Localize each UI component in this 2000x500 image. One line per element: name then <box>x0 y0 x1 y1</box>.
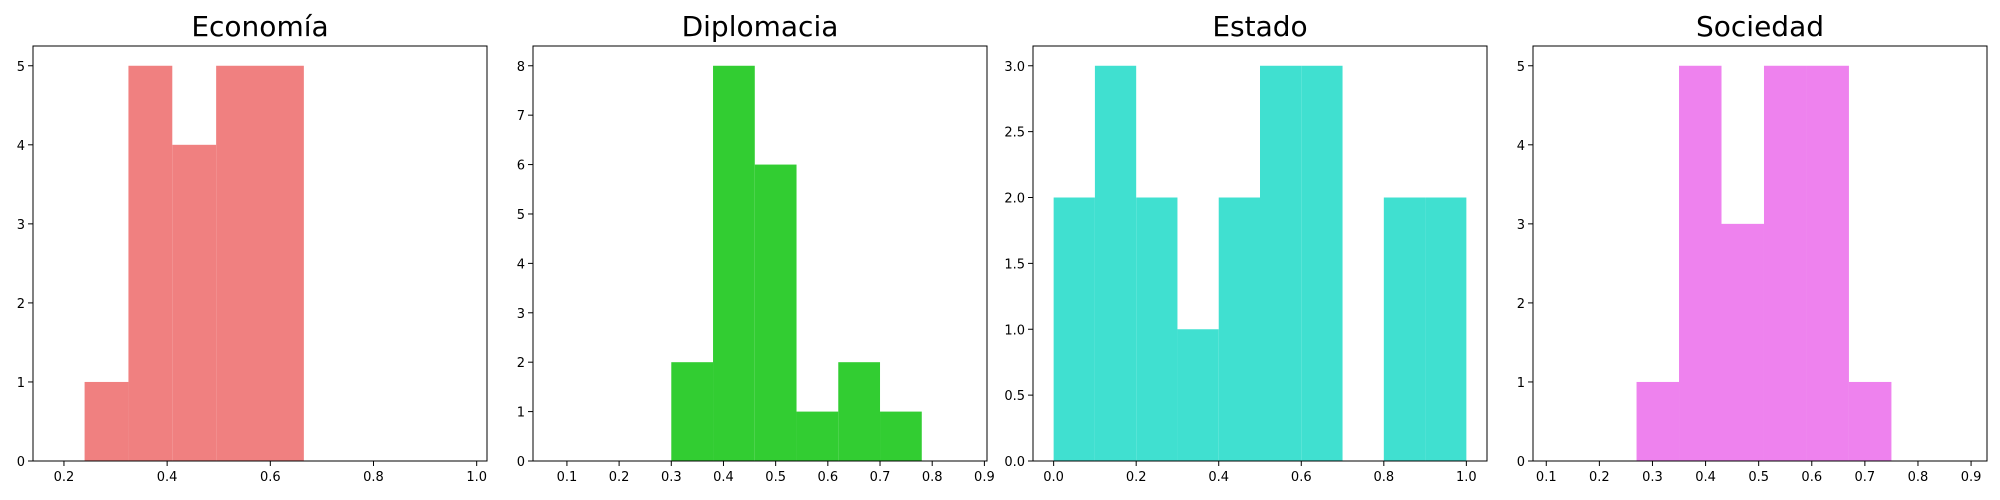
x-tick-label: 0.4 <box>157 470 178 485</box>
y-tick-label: 4 <box>1517 139 1525 154</box>
y-tick-label: 0 <box>517 455 525 470</box>
x-tick-label: 0.1 <box>557 470 578 485</box>
histogram-bar <box>1301 65 1343 461</box>
x-tick-label: 1.0 <box>1456 470 1477 485</box>
x-tick-label: 0.2 <box>1589 470 1610 485</box>
x-tick-label: 0.9 <box>1961 470 1982 485</box>
y-tick-label: 6 <box>517 159 525 174</box>
histogram-bar <box>754 164 797 462</box>
x-tick-label: 0.6 <box>1291 470 1312 485</box>
histogram-bar <box>1848 381 1892 461</box>
x-tick-label: 0.7 <box>1855 470 1876 485</box>
x-tick-label: 1.0 <box>466 470 487 485</box>
y-tick-label: 0 <box>1517 455 1525 470</box>
y-tick-label: 1.0 <box>1004 323 1025 338</box>
x-tick-label: 0.2 <box>1126 470 1147 485</box>
y-tick-label: 3 <box>517 307 525 322</box>
y-tick-label: 4 <box>17 139 25 154</box>
histogram-bar <box>713 65 755 461</box>
y-tick-label: 2 <box>17 297 25 312</box>
y-tick-label: 0 <box>17 455 25 470</box>
histogram-bar <box>838 362 881 461</box>
histogram-bar <box>84 381 129 461</box>
y-tick-label: 4 <box>517 257 525 272</box>
panel-title: Diplomacia <box>682 10 839 43</box>
y-tick-label: 2 <box>1517 297 1525 312</box>
y-tick-label: 0.5 <box>1004 389 1025 404</box>
x-tick-label: 0.8 <box>1908 470 1929 485</box>
histogram-bar <box>1679 65 1722 461</box>
panel-title: Sociedad <box>1696 10 1824 43</box>
histogram-bar <box>172 144 217 462</box>
x-tick-label: 0.3 <box>1642 470 1663 485</box>
histogram-bar <box>128 65 173 461</box>
x-tick-label: 0.8 <box>1373 470 1394 485</box>
x-tick-label: 0.7 <box>870 470 891 485</box>
histogram-bar <box>1218 197 1260 461</box>
x-tick-label: 0.3 <box>661 470 682 485</box>
plot-frame <box>1032 45 1488 462</box>
x-tick-label: 0.8 <box>363 470 384 485</box>
x-tick-label: 0.9 <box>974 470 995 485</box>
y-tick-label: 0.0 <box>1004 455 1025 470</box>
histogram-panel: 0.1 0.2 0.3 0.4 0.5 0.6 0.7 0.8 0.9 0 1 2 3 4 5 Socieda… <box>1517 10 1988 485</box>
x-tick-label: 0.4 <box>1208 470 1229 485</box>
y-tick-label: 3 <box>17 218 25 233</box>
x-tick-label: 0.5 <box>765 470 786 485</box>
x-tick-label: 0.6 <box>1801 470 1822 485</box>
y-tick-label: 3.0 <box>1004 60 1025 75</box>
x-tick-label: 0.4 <box>1695 470 1716 485</box>
x-tick-label: 0.5 <box>1748 470 1769 485</box>
x-tick-label: 0.8 <box>922 470 943 485</box>
histogram-bar <box>880 411 922 461</box>
y-tick-label: 5 <box>17 60 25 75</box>
plot-frame <box>32 45 488 462</box>
histogram-bar <box>1721 223 1764 461</box>
x-tick-label: 0.2 <box>54 470 75 485</box>
histogram-bar <box>1177 329 1219 461</box>
x-tick-label: 0.6 <box>260 470 281 485</box>
histogram-bar <box>1136 197 1178 461</box>
histogram-bar <box>216 65 260 461</box>
histogram-panel: 0.2 0.4 0.6 0.8 1.0 0 1 2 3 4 5 Economía <box>17 10 488 485</box>
y-tick-label: 1 <box>1517 376 1525 391</box>
y-tick-label: 8 <box>517 60 525 75</box>
histogram-panel: 0.1 0.2 0.3 0.4 0.5 0.6 0.7 0.8 0.9 0 1 2 3 4 5 6 7 8 Dipl… <box>517 10 995 485</box>
y-tick-label: 3 <box>1517 218 1525 233</box>
histogram-bar <box>1636 381 1680 461</box>
y-tick-label: 5 <box>1517 60 1525 75</box>
histogram-bar <box>1425 197 1467 461</box>
histogram-bar <box>1806 65 1849 461</box>
histogram-panel: 0.0 0.2 0.4 0.6 0.8 1.0 0.0 0.5 1.0 1.5 2.0 2.5 3.0 E… <box>1004 10 1488 485</box>
x-tick-label: 0.4 <box>713 470 734 485</box>
histogram-bar <box>1053 197 1095 461</box>
y-tick-label: 2.5 <box>1004 126 1025 141</box>
x-tick-label: 0.1 <box>1536 470 1557 485</box>
x-tick-label: 0.2 <box>609 470 630 485</box>
y-tick-label: 7 <box>517 109 525 124</box>
panel-title: Economía <box>191 10 328 43</box>
histogram-bar <box>1260 65 1302 461</box>
histogram-bar <box>796 411 839 461</box>
x-tick-label: 0.0 <box>1043 470 1064 485</box>
plot-frame <box>1532 45 1988 462</box>
histogram-bar <box>1094 65 1137 461</box>
y-tick-label: 1 <box>517 406 525 421</box>
y-tick-label: 2 <box>517 356 525 371</box>
histogram-bar <box>1383 197 1426 461</box>
histogram-bar <box>1763 65 1807 461</box>
panel-title: Estado <box>1212 10 1307 43</box>
histogram-bar <box>671 362 714 461</box>
x-tick-label: 0.6 <box>817 470 838 485</box>
y-tick-label: 5 <box>517 208 525 223</box>
plot-frame <box>532 45 988 462</box>
y-tick-label: 1.5 <box>1004 257 1025 272</box>
y-tick-label: 2.0 <box>1004 192 1025 207</box>
histogram-bar <box>260 65 304 461</box>
y-tick-label: 1 <box>17 376 25 391</box>
